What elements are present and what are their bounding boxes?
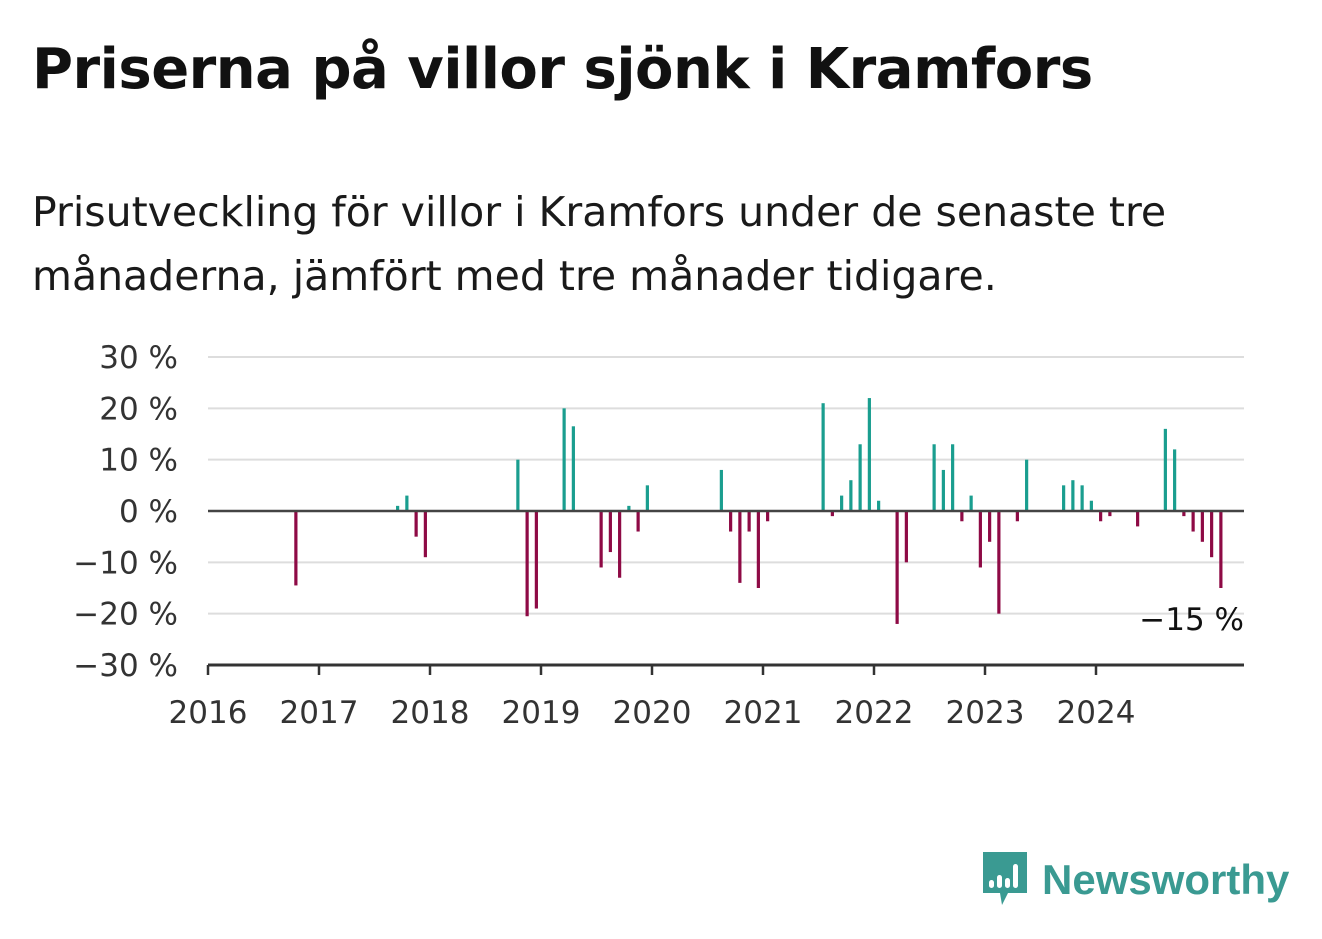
grid-lines <box>208 356 1244 615</box>
bar <box>729 511 733 532</box>
bar <box>1089 500 1093 511</box>
y-tick-label: −30 % <box>73 648 178 684</box>
x-tick-label: 2017 <box>280 695 359 731</box>
bar <box>1108 511 1112 517</box>
bar <box>830 511 834 517</box>
bar-chart: 30 %20 %10 %0 %−10 %−20 %−30 % 2016 2017 2… <box>73 340 1244 731</box>
bar <box>1015 511 1019 522</box>
x-tick-label: 2022 <box>835 695 914 731</box>
x-tick-label: 2019 <box>502 695 581 731</box>
bar <box>525 511 529 617</box>
bar <box>1080 485 1084 511</box>
y-tick-label: −10 % <box>73 545 178 581</box>
y-tick-label: 20 % <box>99 391 178 427</box>
bar <box>414 511 418 537</box>
bars <box>294 398 1223 624</box>
bar <box>396 505 400 511</box>
axes <box>206 509 1244 675</box>
bar <box>738 511 742 583</box>
x-axis-labels: 2016 2017 2018 2019 2020 2021 2022 2023 2024 <box>169 695 1136 731</box>
bar <box>294 511 298 586</box>
bar <box>516 459 520 511</box>
bar <box>997 511 1001 614</box>
bar <box>1191 511 1195 532</box>
bar <box>978 511 982 568</box>
bar <box>636 511 640 532</box>
bar <box>1071 480 1075 511</box>
bar <box>756 511 760 588</box>
bar <box>867 398 871 511</box>
bar <box>1219 511 1223 588</box>
newsworthy-logo-icon <box>980 849 1030 911</box>
newsworthy-logo: Newsworthy <box>980 850 1289 910</box>
bar <box>534 511 538 609</box>
bar <box>618 511 622 578</box>
y-tick-label: 30 % <box>99 340 178 376</box>
x-tick-label: 2020 <box>613 695 692 731</box>
bar <box>1173 449 1177 511</box>
bar <box>562 408 566 511</box>
bar <box>405 495 409 511</box>
bar <box>766 511 770 522</box>
brand-name: Newsworthy <box>1042 856 1290 903</box>
x-tick-label: 2023 <box>946 695 1025 731</box>
bar <box>1182 511 1186 517</box>
x-tick-label: 2024 <box>1057 695 1136 731</box>
bar <box>747 511 751 532</box>
bar <box>988 511 992 542</box>
bar <box>423 511 427 558</box>
bar <box>1062 485 1066 511</box>
bar <box>849 480 853 511</box>
bar <box>932 444 936 511</box>
chart-title: Priserna på villor sjönk i Kramfors <box>32 37 1093 102</box>
bar <box>571 426 575 511</box>
bar <box>1200 511 1204 542</box>
y-tick-label: 10 % <box>99 443 178 479</box>
bar <box>719 469 723 511</box>
bar <box>960 511 964 522</box>
x-tick-label: 2016 <box>169 695 248 731</box>
bar <box>951 444 955 511</box>
bar <box>904 511 908 563</box>
bar <box>895 511 899 624</box>
x-tick-label: 2018 <box>391 695 470 731</box>
bar <box>608 511 612 553</box>
bar <box>858 444 862 511</box>
y-tick-label: −20 % <box>73 597 178 633</box>
bar <box>1136 511 1140 527</box>
bar <box>645 485 649 511</box>
bar <box>821 403 825 511</box>
bar <box>599 511 603 568</box>
bar <box>1210 511 1214 558</box>
last-value-label: −15 % <box>1139 602 1244 638</box>
bar <box>941 469 945 511</box>
bar <box>969 495 973 511</box>
y-tick-label: 0 % <box>119 494 178 530</box>
chart-subtitle: Prisutveckling för villor i Kramfors und… <box>32 188 1167 300</box>
bar <box>1163 428 1167 511</box>
bar <box>840 495 844 511</box>
y-axis-labels: 30 % 20 % 10 % 0 % −10 % −20 % −30 % <box>73 340 178 684</box>
bar <box>877 500 881 511</box>
bar <box>1025 459 1029 511</box>
bar <box>627 505 631 511</box>
x-tick-label: 2021 <box>724 695 803 731</box>
bar <box>1099 511 1103 522</box>
